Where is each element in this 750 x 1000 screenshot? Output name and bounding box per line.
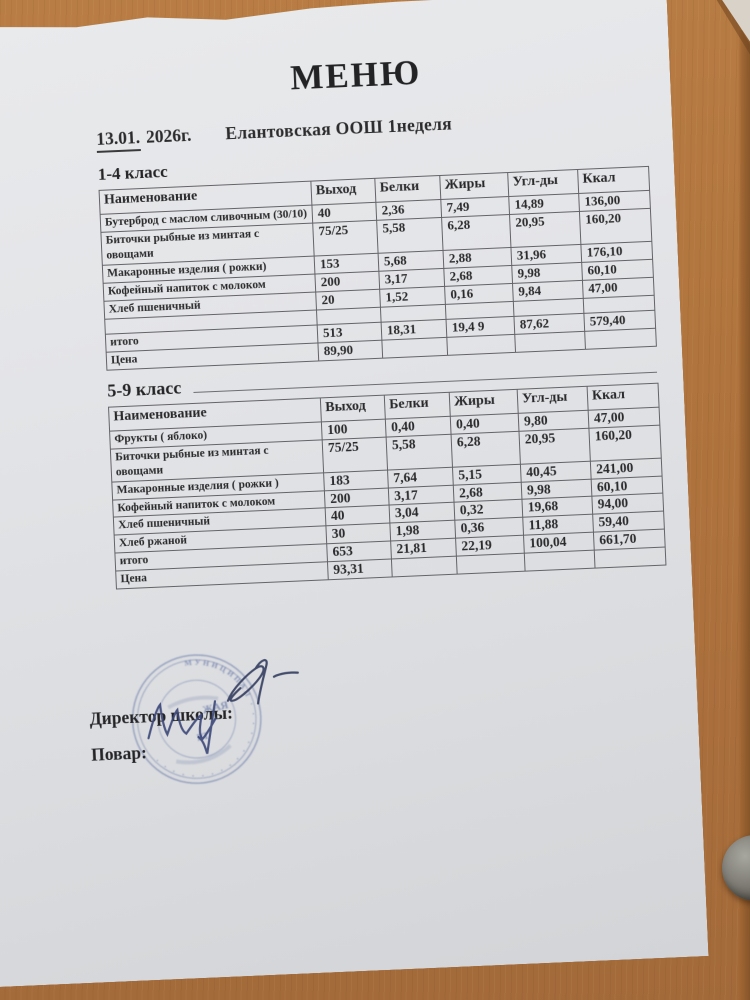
section-heading-label: 1-4 класс bbox=[97, 162, 169, 185]
stamp-center-text-1: ЖАЯ bbox=[202, 699, 230, 716]
cell-value: 89,90 bbox=[318, 340, 383, 361]
cell-value bbox=[391, 556, 457, 577]
column-header: Ккал bbox=[578, 167, 650, 194]
cell-value: 6,28 bbox=[442, 215, 511, 251]
cell-value bbox=[524, 550, 595, 571]
cell-value bbox=[456, 553, 525, 574]
cell-value: 93,31 bbox=[327, 559, 392, 580]
year-value: 2026г. bbox=[145, 125, 192, 148]
column-header: Белки bbox=[375, 176, 441, 203]
column-header: Угл-ды bbox=[508, 170, 579, 197]
cell-value: 75/25 bbox=[313, 220, 378, 256]
column-header: Выход bbox=[320, 395, 385, 422]
menu-table-5-9-container: Наименование Выход Белки Жиры Угл-ды Ккал Фрук… bbox=[108, 382, 667, 589]
cell-value bbox=[594, 547, 666, 568]
date-value: 13.01. bbox=[96, 127, 141, 153]
menu-content: МЕНЮ 13.01. 2026г. Елантовская ООШ 1неде… bbox=[91, 0, 675, 765]
cell-value: 160,20 bbox=[589, 425, 661, 461]
cell-value: 5,58 bbox=[386, 434, 452, 470]
cell-value: 75/25 bbox=[322, 437, 387, 473]
column-header: Жиры bbox=[449, 389, 518, 416]
column-header: Белки bbox=[384, 392, 450, 419]
menu-table: Наименование Выход Белки Жиры Угл-ды Ккал Фрук… bbox=[108, 382, 666, 589]
cell-value: 5,58 bbox=[377, 218, 443, 254]
director-signature bbox=[221, 655, 306, 719]
cell-value: 20,95 bbox=[510, 212, 581, 248]
column-header: Ккал bbox=[587, 383, 659, 410]
cell-value bbox=[447, 334, 516, 355]
cell-value bbox=[515, 331, 586, 352]
page-title: МЕНЮ bbox=[289, 52, 423, 98]
cell-value: 20,95 bbox=[519, 428, 590, 464]
cell-value: 160,20 bbox=[579, 209, 651, 245]
desk-edge bbox=[738, 30, 750, 1000]
column-header: Выход bbox=[311, 179, 376, 206]
column-header: Угл-ды bbox=[517, 386, 588, 413]
cell-value: 6,28 bbox=[451, 431, 520, 467]
cook-signature bbox=[143, 692, 238, 760]
menu-table: Наименование Выход Белки Жиры Угл-ды Ккал Буте… bbox=[99, 166, 657, 370]
section-heading-label: 5-9 класс bbox=[106, 377, 182, 401]
menu-table-1-4-container: Наименование Выход Белки Жиры Угл-ды Ккал Буте… bbox=[99, 166, 658, 370]
school-name: Елантовская ООШ 1неделя bbox=[224, 113, 453, 144]
column-header: Жиры bbox=[440, 173, 509, 200]
cell-value bbox=[382, 337, 448, 358]
cell-value bbox=[585, 328, 657, 349]
menu-sheet: МЕНЮ 13.01. 2026г. Елантовская ООШ 1неде… bbox=[0, 0, 709, 987]
